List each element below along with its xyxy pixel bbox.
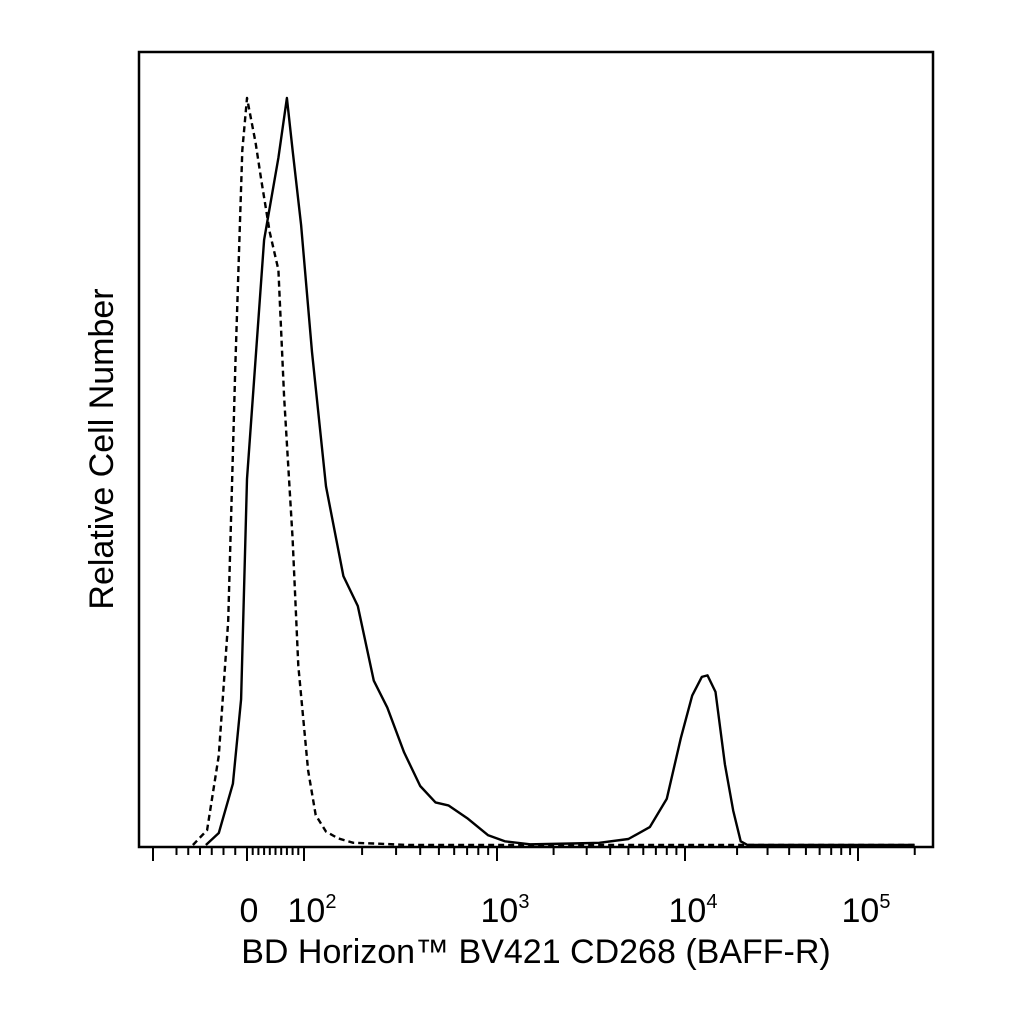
x-tick-label: 105 [842,891,891,930]
x-axis-title: BD Horizon™ BV421 CD268 (BAFF-R) [241,933,831,971]
histogram-series [192,96,915,847]
x-axis-tick-labels: 0 102 103 104 105 [240,891,891,930]
stained-histogram [205,96,915,847]
x-tick-label: 102 [288,891,337,930]
y-axis-title: Relative Cell Number [83,288,121,609]
x-tick-label: 103 [481,891,530,930]
x-tick-label: 0 [240,892,259,930]
isotype-control-histogram [192,96,915,847]
x-axis-ticks [152,847,916,861]
x-tick-label: 104 [669,891,718,930]
plot-frame [137,50,935,849]
